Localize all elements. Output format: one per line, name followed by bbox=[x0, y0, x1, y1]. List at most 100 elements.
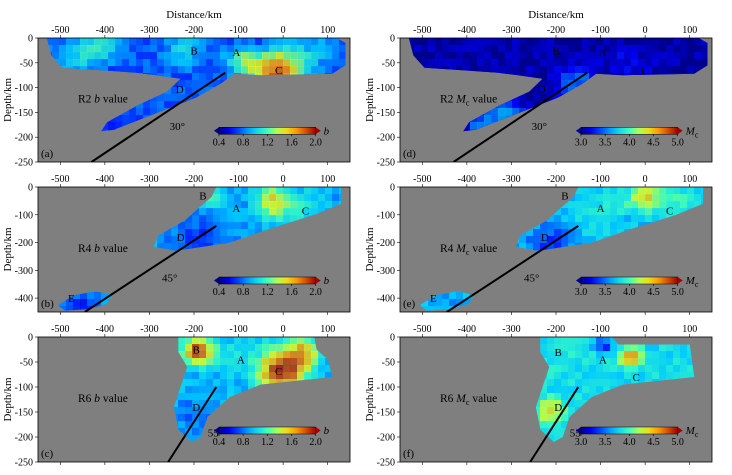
heatmap-cell bbox=[241, 208, 249, 216]
heatmap-cell bbox=[568, 372, 576, 380]
heatmap-cell bbox=[185, 73, 193, 81]
heatmap-cell bbox=[554, 337, 562, 345]
heatmap-cell bbox=[150, 59, 158, 67]
heatmap-cell bbox=[283, 372, 291, 380]
heatmap-cell bbox=[318, 194, 326, 202]
heatmap-cell bbox=[554, 52, 562, 60]
heatmap-cell bbox=[617, 379, 625, 387]
heatmap-cell bbox=[547, 400, 555, 408]
heatmap-cell bbox=[533, 59, 541, 67]
heatmap-cell bbox=[435, 45, 443, 53]
heatmap-cell bbox=[276, 215, 284, 223]
heatmap-cell bbox=[255, 215, 263, 223]
heatmap-cell bbox=[554, 379, 562, 387]
heatmap-cell bbox=[325, 372, 333, 380]
heatmap-cell bbox=[311, 194, 319, 202]
heatmap-cell bbox=[150, 52, 158, 60]
heatmap-cell bbox=[129, 38, 137, 46]
heatmap-cell bbox=[526, 236, 534, 244]
heatmap-cell bbox=[332, 66, 340, 74]
heatmap-cell bbox=[694, 52, 702, 60]
heatmap-cell bbox=[171, 52, 179, 60]
heatmap-cell bbox=[227, 372, 235, 380]
heatmap-cell bbox=[470, 122, 478, 130]
heatmap-cell bbox=[66, 299, 74, 307]
heatmap-cell bbox=[311, 337, 319, 345]
heatmap-cell bbox=[269, 45, 277, 53]
heatmap-cell bbox=[540, 386, 548, 394]
heatmap-cell bbox=[143, 59, 151, 67]
zone-label: B bbox=[193, 345, 200, 357]
heatmap-cell bbox=[575, 38, 583, 46]
heatmap-cell bbox=[262, 208, 270, 216]
heatmap-cell bbox=[59, 306, 67, 311]
heatmap-cell bbox=[220, 66, 228, 74]
heatmap-cell bbox=[290, 66, 298, 74]
heatmap-cell bbox=[645, 45, 653, 53]
heatmap-cell bbox=[435, 38, 443, 46]
heatmap-cell bbox=[526, 59, 534, 67]
heatmap-cell bbox=[206, 73, 214, 81]
heatmap-cell bbox=[568, 229, 576, 237]
heatmap-cell bbox=[129, 115, 137, 123]
heatmap-cell bbox=[624, 351, 632, 359]
heatmap-cell bbox=[680, 201, 688, 209]
heatmap-cell bbox=[575, 187, 583, 195]
heatmap-cell bbox=[115, 115, 123, 123]
heatmap-cell bbox=[535, 407, 541, 415]
y-tick-label: -100 bbox=[15, 210, 33, 221]
heatmap-cell bbox=[185, 372, 193, 380]
heatmap-cell bbox=[311, 66, 319, 74]
heatmap-cell bbox=[66, 38, 74, 46]
heatmap-cell bbox=[59, 299, 67, 307]
heatmap-cell bbox=[213, 73, 221, 81]
heatmap-cell bbox=[227, 66, 235, 74]
heatmap-cell bbox=[645, 201, 653, 209]
x-tick-label: 100 bbox=[320, 174, 335, 185]
heatmap-cell bbox=[547, 407, 555, 415]
heatmap-cell bbox=[87, 59, 95, 67]
heatmap-cell bbox=[540, 421, 548, 429]
heatmap-cell bbox=[185, 358, 193, 366]
heatmap-cell bbox=[631, 52, 639, 60]
heatmap-cell bbox=[519, 52, 527, 60]
heatmap-cell bbox=[603, 194, 611, 202]
heatmap-cell bbox=[199, 208, 207, 216]
heatmap-cell bbox=[262, 66, 270, 74]
heatmap-cell bbox=[603, 386, 611, 394]
zone-label: C bbox=[275, 65, 282, 77]
heatmap-cell bbox=[694, 38, 702, 46]
heatmap-cell bbox=[463, 59, 471, 67]
heatmap-cell bbox=[234, 208, 242, 216]
heatmap-cell bbox=[269, 66, 277, 74]
heatmap-cell bbox=[171, 243, 179, 251]
heatmap-cell bbox=[262, 52, 270, 60]
heatmap-cell bbox=[582, 344, 590, 352]
heatmap-cell bbox=[624, 365, 632, 373]
heatmap-cell bbox=[248, 358, 256, 366]
heatmap-cell bbox=[192, 222, 200, 230]
heatmap-cell bbox=[463, 129, 471, 132]
colorbar-min-arrow bbox=[575, 277, 581, 284]
heatmap-cell bbox=[192, 428, 200, 436]
heatmap-cell bbox=[596, 365, 604, 373]
heatmap-cell bbox=[512, 59, 520, 67]
heatmap-cell bbox=[540, 222, 548, 230]
heatmap-cell bbox=[589, 201, 597, 209]
heatmap-cell bbox=[101, 45, 109, 53]
heatmap-cell bbox=[652, 52, 660, 60]
heatmap-cell bbox=[192, 351, 200, 359]
colorbar-variable: b bbox=[324, 425, 330, 437]
heatmap-cell bbox=[297, 344, 305, 352]
heatmap-cell bbox=[213, 365, 221, 373]
heatmap-cell bbox=[227, 201, 235, 209]
heatmap-cell bbox=[59, 52, 67, 60]
heatmap-cell bbox=[624, 52, 632, 60]
heatmap-cell bbox=[575, 365, 583, 373]
dip-angle-label: 30° bbox=[170, 121, 185, 133]
heatmap-cell bbox=[533, 66, 541, 74]
heatmap-cell bbox=[115, 45, 123, 53]
heatmap-cell bbox=[199, 52, 207, 60]
heatmap-cell bbox=[673, 208, 681, 216]
